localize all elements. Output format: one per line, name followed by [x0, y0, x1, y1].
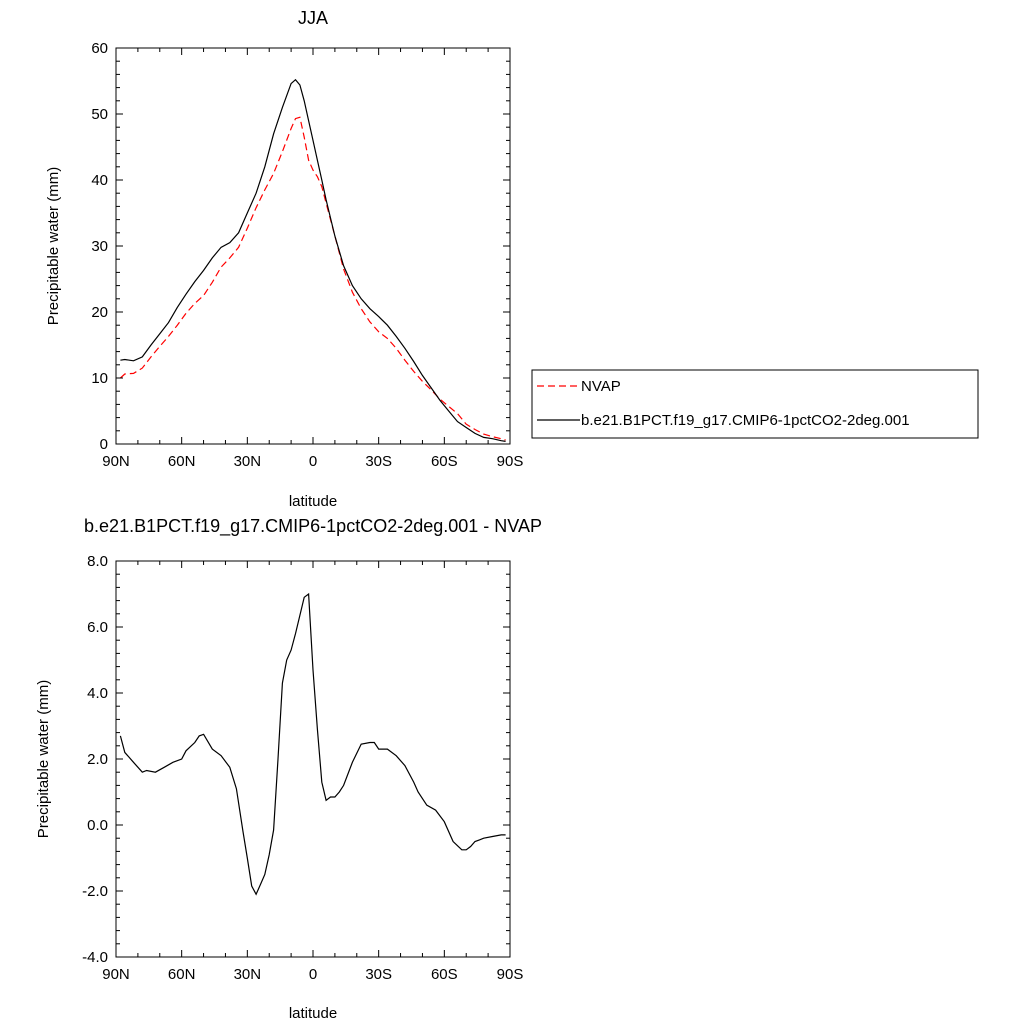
- x-tick-label: 0: [309, 453, 317, 470]
- y-tick-label: 4.0: [87, 685, 108, 702]
- chart-title: b.e21.B1PCT.f19_g17.CMIP6-1pctCO2-2deg.0…: [84, 516, 542, 537]
- x-tick-label: 30S: [365, 966, 392, 983]
- x-tick-label: 30N: [234, 453, 262, 470]
- legend-box: [531, 369, 979, 439]
- y-tick-label: 40: [91, 172, 108, 189]
- plot-frame: [115, 47, 511, 445]
- y-tick-label: 0: [100, 436, 108, 453]
- legend-entry-nvap: NVAP: [581, 378, 621, 395]
- plot-frame: [115, 560, 511, 958]
- bottom-chart: b.e21.B1PCT.f19_g17.CMIP6-1pctCO2-2deg.0…: [35, 516, 542, 1022]
- top-chart: JJA 90N 60N 30N 0 30S 60S 90S 0 10 20 30 40 50 60 lat…: [45, 8, 523, 510]
- y-tick-label: 6.0: [87, 619, 108, 636]
- y-tick-label: 20: [91, 304, 108, 321]
- y-tick-label: 60: [91, 40, 108, 57]
- y-tick-label: 30: [91, 238, 108, 255]
- y-tick-label: 10: [91, 370, 108, 387]
- x-axis-label: latitude: [289, 1005, 337, 1022]
- x-tick-label: 90S: [497, 453, 524, 470]
- legend: NVAP b.e21.B1PCT.f19_g17.CMIP6-1pctCO2-2…: [531, 369, 979, 439]
- y-tick-label: 2.0: [87, 751, 108, 768]
- x-tick-label: 60N: [168, 966, 196, 983]
- series-line-model: [119, 592, 506, 896]
- x-tick-label: 90N: [102, 966, 130, 983]
- legend-entry-model: b.e21.B1PCT.f19_g17.CMIP6-1pctCO2-2deg.0…: [581, 412, 910, 429]
- x-tick-label: 90S: [497, 966, 524, 983]
- x-tick-label: 30N: [234, 966, 262, 983]
- y-tick-label: 0.0: [87, 817, 108, 834]
- y-tick-label: 8.0: [87, 553, 108, 570]
- chart-title: JJA: [298, 8, 328, 28]
- x-tick-label: 30S: [365, 453, 392, 470]
- y-axis-label: Precipitable water (mm): [45, 167, 62, 325]
- series-line-nvap: [119, 116, 506, 441]
- x-tick-label: 60N: [168, 453, 196, 470]
- series-line-model: [120, 78, 506, 442]
- x-tick-label: 60S: [431, 453, 458, 470]
- x-tick-label: 90N: [102, 453, 130, 470]
- x-tick-label: 60S: [431, 966, 458, 983]
- x-axis-label: latitude: [289, 493, 337, 510]
- y-tick-label: -4.0: [82, 949, 108, 966]
- y-axis-label: Precipitable water (mm): [35, 680, 52, 838]
- x-tick-label: 0: [309, 966, 317, 983]
- y-tick-label: 50: [91, 106, 108, 123]
- y-tick-label: -2.0: [82, 883, 108, 900]
